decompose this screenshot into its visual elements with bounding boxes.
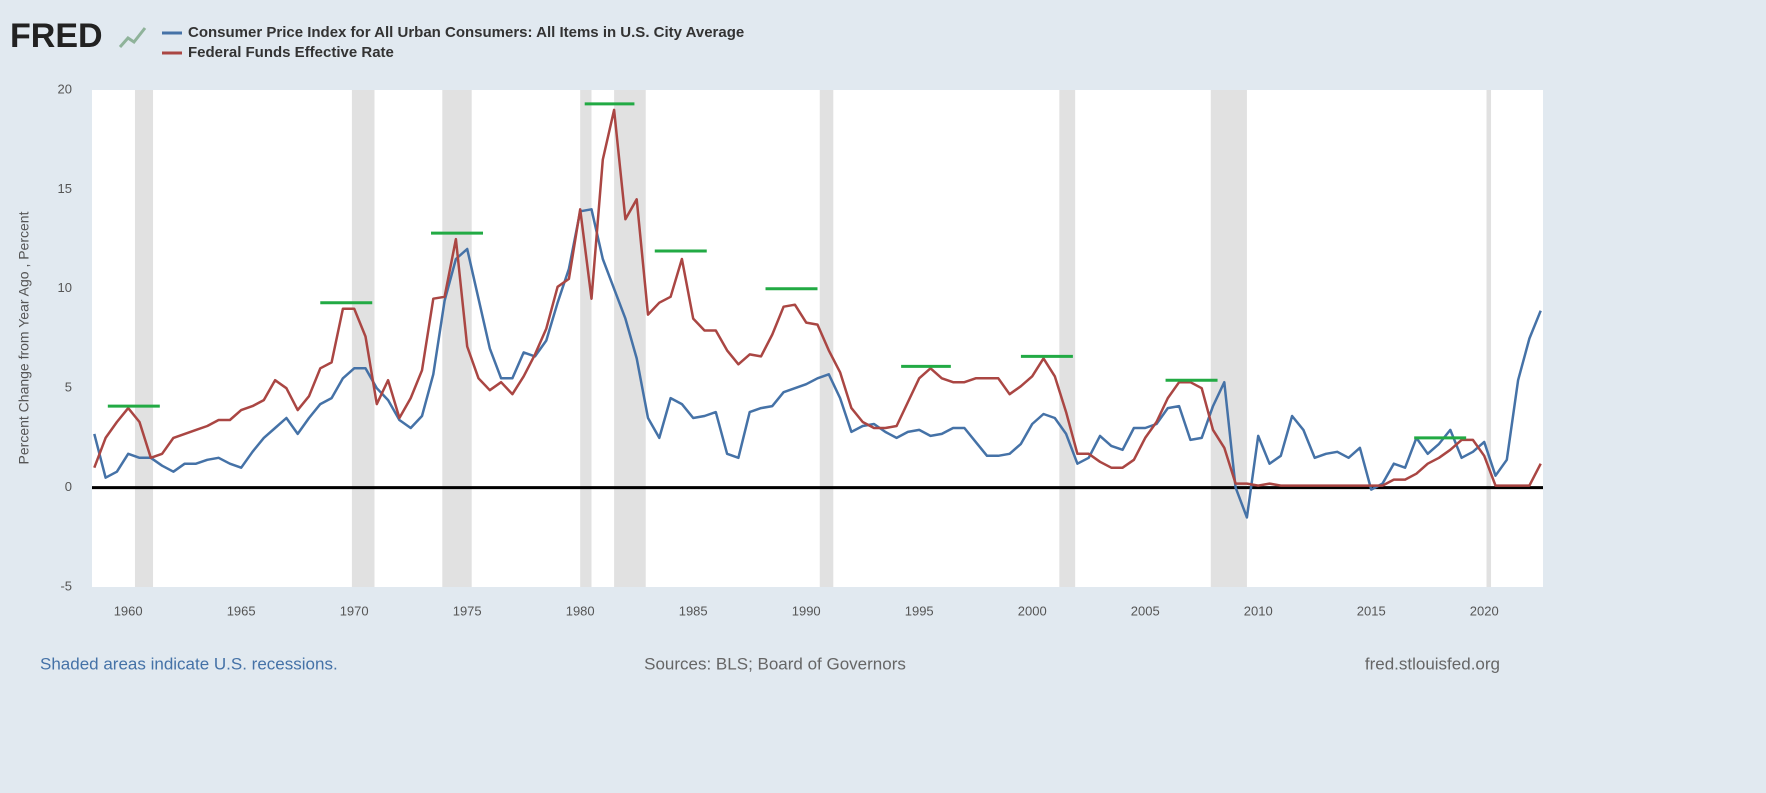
- plot-area: [92, 90, 1543, 587]
- logo-icon: [118, 27, 147, 48]
- footer-site: fred.stlouisfed.org: [1365, 654, 1500, 673]
- series-line: [93, 108, 1542, 487]
- recession-band: [1210, 90, 1247, 587]
- y-tick-label: -5: [60, 578, 72, 593]
- x-tick-label: 1965: [227, 603, 256, 618]
- legend-label: Federal Funds Effective Rate: [188, 44, 394, 61]
- footer-sources: Sources: BLS; Board of Governors: [644, 654, 906, 673]
- recession-band: [1059, 90, 1076, 587]
- x-tick-label: 1970: [340, 603, 369, 618]
- logo: FRED: [10, 17, 103, 55]
- x-tick-label: 1960: [114, 603, 143, 618]
- x-tick-label: 2010: [1244, 603, 1273, 618]
- x-tick-label: 1985: [679, 603, 708, 618]
- x-tick-label: 2020: [1470, 603, 1499, 618]
- x-tick-label: 1980: [566, 603, 595, 618]
- recession-band: [351, 90, 375, 587]
- recession-band: [819, 90, 834, 587]
- y-tick-label: 0: [65, 479, 72, 494]
- x-tick-label: 2000: [1018, 603, 1047, 618]
- series-line: [93, 208, 1542, 519]
- y-axis-label: Percent Change from Year Ago , Percent: [16, 211, 32, 464]
- x-tick-label: 2015: [1357, 603, 1386, 618]
- y-tick-label: 15: [58, 181, 72, 196]
- footer-note: Shaded areas indicate U.S. recessions.: [40, 654, 338, 673]
- y-tick-label: 20: [58, 81, 72, 96]
- legend-label: Consumer Price Index for All Urban Consu…: [188, 24, 744, 41]
- y-tick-label: 5: [65, 380, 72, 395]
- x-tick-label: 2005: [1131, 603, 1160, 618]
- x-tick-label: 1990: [792, 603, 821, 618]
- recession-band: [580, 90, 592, 587]
- x-tick-label: 1975: [453, 603, 482, 618]
- x-tick-label: 1995: [905, 603, 934, 618]
- recession-band: [1486, 90, 1492, 587]
- y-tick-label: 10: [58, 280, 72, 295]
- recession-band: [134, 90, 154, 587]
